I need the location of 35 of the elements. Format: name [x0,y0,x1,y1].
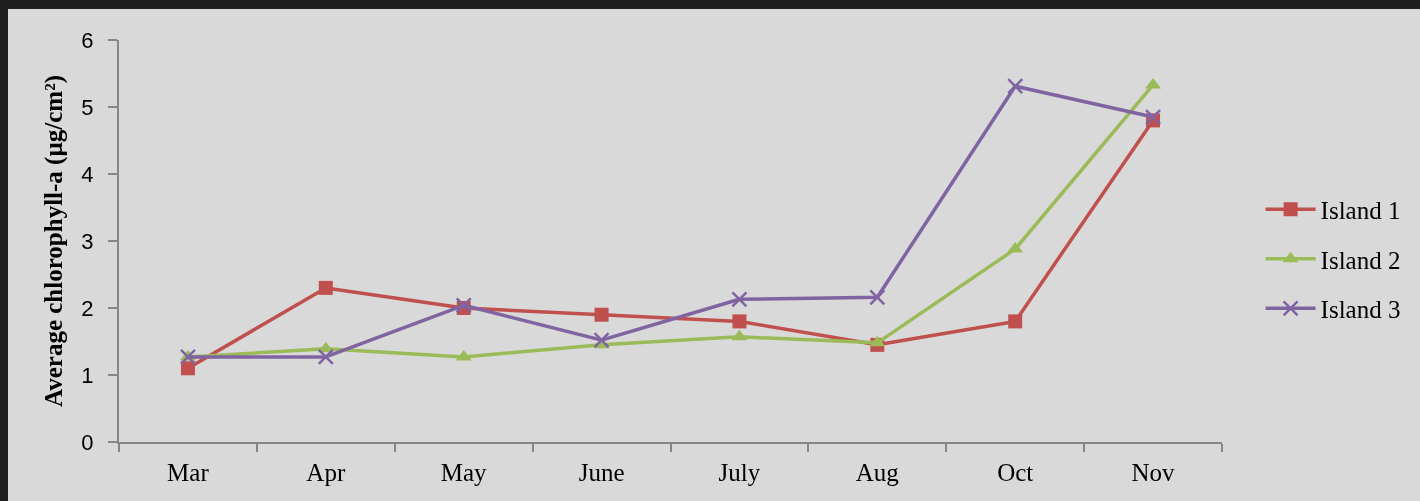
point [179,348,197,366]
y-tick-label: 6 [81,27,94,53]
legend-label: Island 1 [1320,197,1401,225]
point [869,289,886,306]
x-tick-label: Aug [855,459,900,486]
y-tick-label: 5 [81,94,94,120]
point [731,291,748,308]
point [317,348,335,366]
point [455,349,472,361]
point [455,297,472,314]
point [180,361,195,376]
y-axis-title: Average chlorophyll-a (µg/cm²) [39,74,68,408]
point [1008,314,1023,329]
y-tick-label: 4 [81,161,94,187]
point [1006,77,1024,95]
x-tick-label: July [718,459,761,486]
x-tick-label: June [578,459,625,486]
legend-label: Island 2 [1320,246,1401,274]
point [731,329,748,341]
y-tick-label: 1 [81,362,94,388]
x-tick-label: May [440,459,488,486]
x-tick-label: Nov [1131,459,1176,486]
y-tick-label: 2 [81,295,94,321]
x-tick-label: Mar [167,459,210,486]
point [869,335,886,347]
point [1144,108,1162,126]
y-tick-label: 3 [81,228,94,254]
x-tick-label: Oct [997,459,1034,486]
x-tick-label: Apr [306,459,346,486]
y-tick-label: 0 [81,429,94,455]
point [732,314,747,329]
point [593,331,610,349]
legend-label: Island 3 [1320,296,1401,324]
point [594,307,609,322]
point [318,280,333,295]
